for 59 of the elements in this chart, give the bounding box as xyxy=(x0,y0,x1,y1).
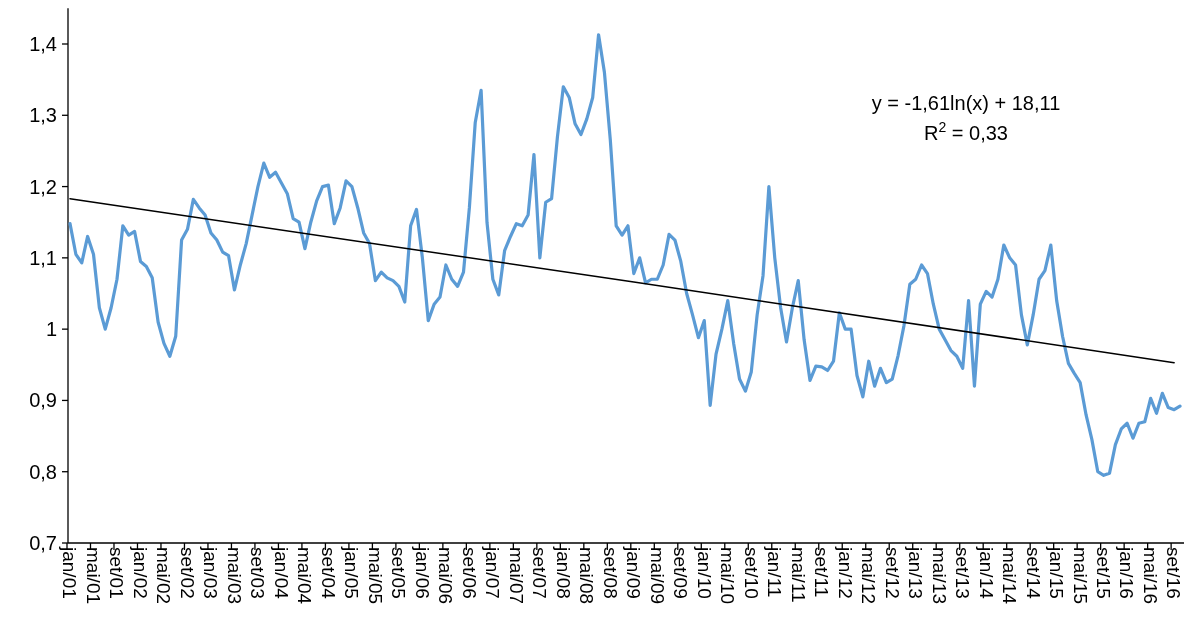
x-tick-label: set/07 xyxy=(529,547,551,599)
y-tick-label: 1,2 xyxy=(29,175,57,198)
x-tick-label: jan/13 xyxy=(905,546,927,599)
x-tick-label: jan/01 xyxy=(59,546,81,599)
x-tick-label: mai/16 xyxy=(1139,547,1161,605)
annotation: R$^{2}$ = 0,33 xyxy=(924,119,1008,144)
annotation: y = -1,61ln(x) + 18,11 xyxy=(871,92,1061,114)
x-tick-label: set/11 xyxy=(811,547,833,598)
x-tick-label: mai/11 xyxy=(787,547,809,603)
x-tick-label: mai/07 xyxy=(505,547,527,605)
x-tick-label: set/01 xyxy=(106,547,128,599)
x-tick-label: jan/06 xyxy=(411,546,433,599)
x-tick-label: mai/09 xyxy=(646,547,668,605)
y-tick-label: 1 xyxy=(45,318,57,341)
x-tick-label: jan/02 xyxy=(129,546,151,599)
y-tick-label: 0,7 xyxy=(29,532,57,554)
x-tick-label: jan/05 xyxy=(341,546,363,599)
x-tick-label: jan/10 xyxy=(693,546,715,599)
y-tick-label: 0,8 xyxy=(29,460,57,483)
x-tick-label: set/12 xyxy=(881,547,903,599)
x-tick-label: set/13 xyxy=(952,547,974,599)
y-tick-label: 1,4 xyxy=(29,33,57,55)
x-tick-label: jan/15 xyxy=(1046,546,1068,599)
x-tick-label: mai/10 xyxy=(717,547,739,605)
x-tick-label: mai/14 xyxy=(999,547,1021,605)
y-tick-label: 1,3 xyxy=(29,104,57,127)
y-tick-label: 0,9 xyxy=(29,389,57,412)
x-tick-label: set/08 xyxy=(599,547,621,599)
x-tick-label: mai/04 xyxy=(294,547,316,605)
x-tick-label: mai/08 xyxy=(576,547,598,605)
x-tick-label: jan/12 xyxy=(834,546,856,599)
x-tick-label: set/06 xyxy=(458,547,480,599)
x-tick-label: jan/16 xyxy=(1116,546,1138,599)
x-tick-label: set/09 xyxy=(670,547,692,599)
x-tick-label: mai/13 xyxy=(928,547,950,605)
x-tick-label: jan/08 xyxy=(552,546,574,599)
x-tick-label: set/03 xyxy=(247,547,269,599)
x-tick-label: set/10 xyxy=(740,547,762,599)
y-tick-label: 1,1 xyxy=(29,246,57,269)
x-tick-label: mai/03 xyxy=(223,547,245,605)
x-tick-label: mai/06 xyxy=(435,547,457,605)
x-tick-label: jan/07 xyxy=(482,546,504,599)
x-tick-label: mai/12 xyxy=(858,547,880,605)
line-series xyxy=(68,33,1182,477)
x-tick-label: set/14 xyxy=(1022,547,1044,600)
x-tick-label: set/02 xyxy=(176,547,198,599)
x-tick-label: mai/05 xyxy=(364,547,386,605)
x-tick-label: set/05 xyxy=(388,547,410,599)
x-tick-label: mai/01 xyxy=(82,547,104,605)
x-tick-label: jan/09 xyxy=(623,546,645,599)
x-tick-label: jan/11 xyxy=(764,546,786,598)
x-tick-label: jan/04 xyxy=(270,546,292,600)
x-tick-label: mai/02 xyxy=(153,547,175,605)
x-tick-label: set/15 xyxy=(1093,547,1114,599)
x-tick-label: jan/14 xyxy=(975,546,997,600)
x-tick-label: jan/03 xyxy=(200,546,222,599)
x-tick-label: mai/15 xyxy=(1069,547,1091,605)
x-tick-label: set/04 xyxy=(317,547,339,600)
x-tick-label: set/16 xyxy=(1163,547,1185,599)
